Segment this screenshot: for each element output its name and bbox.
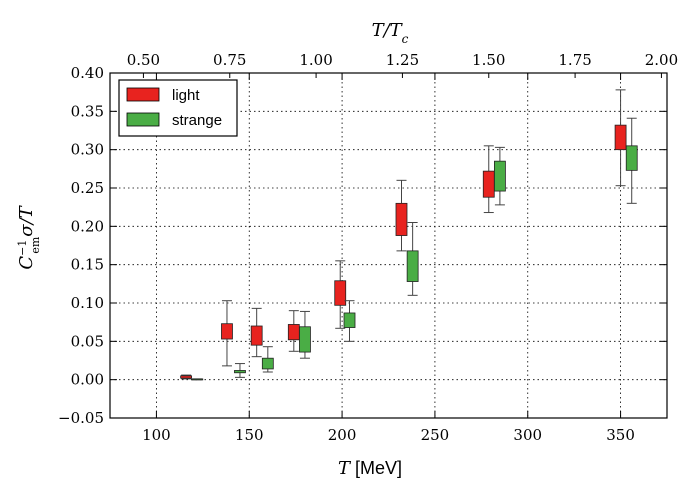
box-body — [614, 124, 627, 151]
top-tick-label: 1.25 — [386, 51, 419, 69]
box-light — [180, 374, 193, 380]
y-axis-title: C−1emσ/T — [16, 204, 42, 269]
box-light — [395, 179, 408, 252]
box-body — [343, 312, 356, 328]
box-light — [221, 300, 233, 367]
box-strange — [234, 363, 246, 378]
box-light — [287, 310, 300, 352]
legend-swatch-strange — [126, 112, 160, 127]
box-body — [261, 357, 274, 370]
y-tick-label: 0.30 — [71, 141, 104, 159]
x-tick-label: 100 — [142, 426, 171, 444]
top-tick-label: 1.00 — [299, 51, 332, 69]
y-tick-label: 0.35 — [71, 102, 104, 120]
box-body — [493, 160, 506, 192]
y-tick-label: 0.00 — [71, 371, 104, 389]
top-tick-label: 0.50 — [127, 51, 160, 69]
top-tick-label: 1.75 — [558, 51, 591, 69]
x-tick-label: 350 — [606, 426, 635, 444]
axes: 100 150 200 250 300 350 −0.05 0.00 0.05 0.10 0.15 0… — [58, 51, 678, 444]
legend-label-strange: strange — [172, 112, 222, 129]
y-tick-label: 0.40 — [71, 64, 104, 82]
legend: light strange — [118, 79, 238, 137]
box-body — [221, 323, 233, 340]
y-tick-label: −0.05 — [58, 409, 104, 427]
box-body — [625, 145, 638, 171]
box-marks — [180, 89, 638, 381]
legend-label-light: light — [172, 87, 200, 104]
box-strange — [406, 222, 419, 296]
x-tick-label: 300 — [513, 426, 542, 444]
top-tick-label: 0.75 — [213, 51, 246, 69]
box-body — [180, 375, 193, 379]
box-light — [614, 89, 627, 187]
box-body — [482, 170, 495, 198]
box-body — [406, 250, 419, 282]
grid — [110, 73, 667, 418]
box-light — [250, 307, 263, 358]
box-body — [191, 378, 204, 381]
y-tick-label: 0.05 — [71, 332, 104, 350]
x-tick-label: 200 — [328, 426, 357, 444]
box-strange — [261, 346, 274, 373]
box-strange — [625, 117, 638, 204]
plot-frame — [109, 72, 668, 419]
box-light — [482, 145, 495, 214]
box-body — [234, 370, 246, 374]
box-strange — [191, 378, 204, 381]
y-tick-label: 0.20 — [71, 217, 104, 235]
x-tick-label: 150 — [235, 426, 264, 444]
top-tick-label: 2.00 — [645, 51, 678, 69]
box-light — [334, 260, 347, 329]
box-body — [395, 202, 408, 236]
legend-swatch-light — [126, 87, 160, 102]
y-tick-label: 0.15 — [71, 256, 104, 274]
x-axis-title: T [MeV] — [338, 458, 402, 479]
box-strange — [299, 310, 311, 359]
y-tick-label: 0.25 — [71, 179, 104, 197]
box-body — [299, 326, 311, 353]
box-body — [334, 280, 347, 306]
top-tick-label: 1.50 — [472, 51, 505, 69]
box-body — [250, 325, 263, 346]
box-body — [287, 324, 300, 341]
y-tick-label: 0.10 — [71, 294, 104, 312]
x-tick-label: 250 — [421, 426, 450, 444]
box-strange — [343, 300, 356, 342]
box-strange — [493, 146, 506, 206]
top-axis-title: T/Tc — [372, 20, 409, 46]
